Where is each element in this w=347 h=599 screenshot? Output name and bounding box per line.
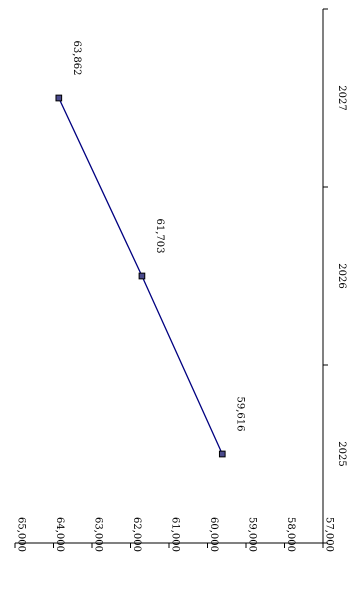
value-tick-label: 59,000: [247, 517, 258, 552]
category-axis: 2025 2026 2027: [322, 8, 347, 544]
data-point-marker: [138, 272, 146, 280]
value-tick-label: 58,000: [285, 517, 296, 552]
value-tick-label: 57,000: [324, 517, 335, 552]
value-tick-label: 61,000: [170, 517, 181, 552]
data-label-layer: 59,616 61,703 63,862: [71, 41, 245, 432]
value-tick-label: 65,000: [16, 517, 27, 552]
data-label: 63,862: [71, 41, 82, 76]
data-point-marker: [55, 94, 63, 102]
value-tick-label: 60,000: [208, 517, 219, 552]
value-tick-label: 63,000: [93, 517, 104, 552]
value-axis: 65,000 64,000 63,000 62,000 61,000 60,000 59,0…: [14, 517, 335, 552]
category-tick-label: 2026: [336, 263, 347, 288]
series-layer: [55, 94, 226, 458]
data-label: 61,703: [154, 219, 165, 254]
data-label: 59,616: [234, 397, 245, 432]
value-tick-label: 64,000: [54, 517, 65, 552]
data-point-marker: [218, 450, 226, 458]
category-tick-label: 2025: [336, 441, 347, 466]
value-tick-label: 62,000: [131, 517, 142, 552]
category-tick-label: 2027: [336, 85, 347, 110]
